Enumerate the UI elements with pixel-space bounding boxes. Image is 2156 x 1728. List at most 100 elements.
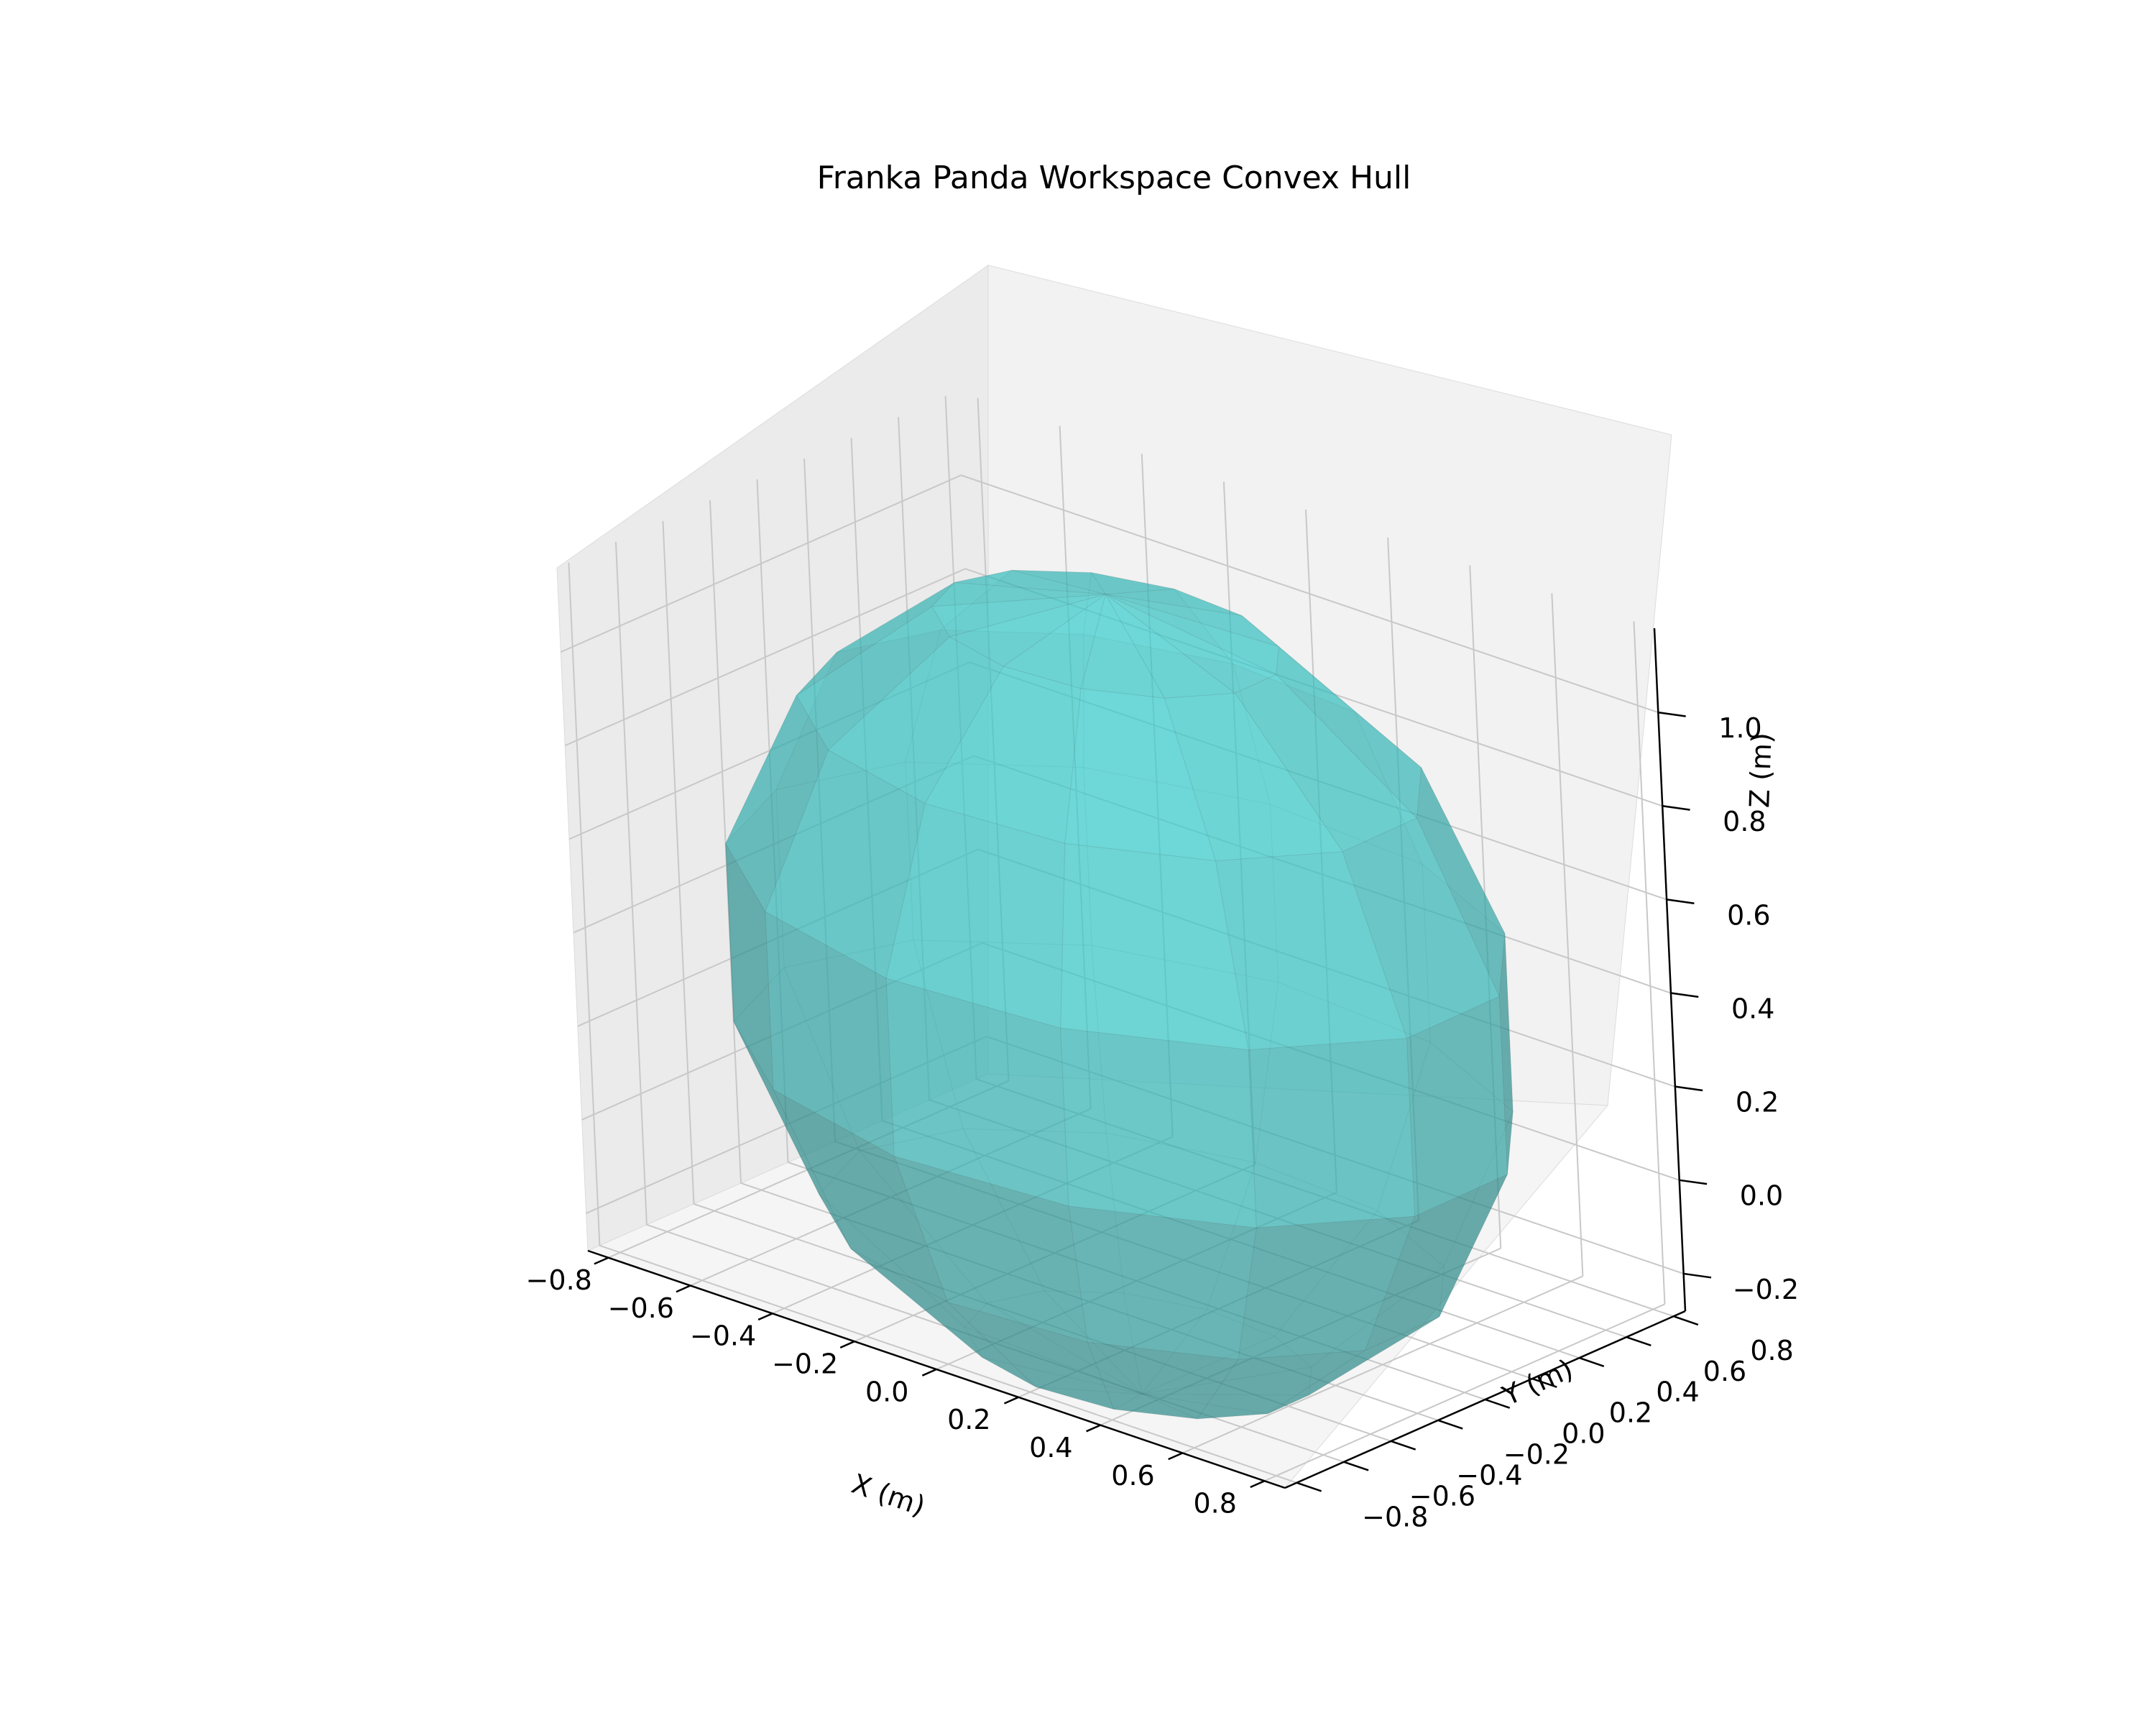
y-tick-label: −0.8 bbox=[1362, 1501, 1428, 1532]
hull-face bbox=[850, 1248, 1036, 1388]
hull-face bbox=[1036, 1387, 1143, 1410]
x-tick-label: −0.6 bbox=[608, 1292, 674, 1324]
y-tick-label: 0.4 bbox=[1656, 1377, 1699, 1408]
grid-line-z-side bbox=[586, 1036, 987, 1214]
y-tick-label: 0.8 bbox=[1750, 1335, 1793, 1366]
grid-line-x-back bbox=[1305, 509, 1337, 1193]
hull-face bbox=[1233, 663, 1423, 865]
hull-face bbox=[1141, 1366, 1312, 1396]
z-tick-mark bbox=[1683, 1272, 1712, 1279]
grid-line-y-floor bbox=[976, 1078, 1674, 1318]
hull-face bbox=[1215, 851, 1408, 1051]
hull-face bbox=[1080, 593, 1166, 699]
y-tick-mark bbox=[1626, 1336, 1651, 1347]
grid-line-y-floor bbox=[788, 1162, 1485, 1400]
hull-face bbox=[783, 939, 964, 1152]
hull-face bbox=[765, 749, 926, 979]
hull-face bbox=[1060, 1027, 1257, 1228]
hull-face bbox=[931, 582, 1106, 607]
x-tick-mark bbox=[1168, 1452, 1183, 1461]
z-tick-mark bbox=[1658, 711, 1686, 717]
y-tick-mark bbox=[1343, 1461, 1369, 1471]
hull-face bbox=[1273, 1210, 1445, 1368]
hull-face bbox=[819, 1193, 983, 1358]
z-tick-label: 0.8 bbox=[1723, 806, 1766, 837]
grid-line-y-side bbox=[568, 562, 601, 1246]
hull-face bbox=[725, 843, 774, 1090]
hull-face bbox=[858, 1128, 1046, 1304]
hull-face bbox=[1196, 1350, 1365, 1420]
grid-line-z-back bbox=[969, 661, 1667, 901]
hull-face bbox=[1044, 1290, 1143, 1396]
hull-face bbox=[1342, 817, 1500, 1039]
hull-face bbox=[1364, 1173, 1508, 1351]
hull-face bbox=[1406, 996, 1508, 1217]
grid-line-x-back bbox=[1387, 537, 1420, 1221]
grid-line-y-floor bbox=[646, 1223, 1345, 1463]
hull-face bbox=[1105, 594, 1278, 694]
hull-face bbox=[775, 629, 941, 791]
hull-face bbox=[1123, 1292, 1208, 1395]
x-tick-label: 0.0 bbox=[865, 1376, 908, 1407]
grid-line-y-side bbox=[756, 479, 789, 1163]
z-axis-line bbox=[1653, 628, 1687, 1312]
hull-face bbox=[1060, 842, 1249, 1051]
x-tick-label: 0.6 bbox=[1111, 1460, 1154, 1492]
hull-face bbox=[1238, 1215, 1416, 1360]
grid-line-x-back bbox=[1633, 621, 1666, 1305]
hull-face bbox=[772, 1088, 949, 1303]
y-tick-label: 0.2 bbox=[1609, 1397, 1652, 1429]
hull-face bbox=[1141, 1336, 1312, 1394]
grid-line-y-side bbox=[850, 438, 883, 1121]
hull-face bbox=[1083, 633, 1271, 805]
grid-line-z-back bbox=[982, 942, 1680, 1181]
hull-face bbox=[1308, 1265, 1445, 1396]
grid-line-y-side bbox=[944, 396, 977, 1080]
hull-face bbox=[1064, 688, 1217, 862]
y-tick-mark bbox=[1673, 1315, 1699, 1326]
z-tick-mark bbox=[1662, 805, 1690, 811]
grid-line-z-side bbox=[568, 661, 970, 840]
hull-face bbox=[1439, 1111, 1514, 1318]
chart-title: Franka Panda Workspace Convex Hull bbox=[817, 160, 1411, 196]
hull-face bbox=[986, 1290, 1142, 1394]
grid-line-y-floor bbox=[740, 1182, 1439, 1421]
hull-face bbox=[1105, 1132, 1256, 1310]
x-tick-mark bbox=[594, 1256, 609, 1265]
hull-face bbox=[1377, 1042, 1514, 1267]
grid-line-x-back bbox=[1469, 565, 1502, 1249]
hull-face bbox=[1267, 1316, 1440, 1415]
hull-face bbox=[1416, 766, 1506, 998]
grid-line-z-back bbox=[986, 1035, 1684, 1274]
y-tick-mark bbox=[1531, 1377, 1557, 1388]
hull-face bbox=[818, 1150, 988, 1328]
hull-face bbox=[939, 569, 1092, 635]
hull-face bbox=[1354, 712, 1506, 934]
grid-line-x-back bbox=[1141, 454, 1174, 1137]
x-tick-mark bbox=[921, 1368, 937, 1377]
hull-face bbox=[1269, 804, 1431, 1043]
z-tick-label: −0.2 bbox=[1733, 1274, 1799, 1305]
hull-face bbox=[1241, 615, 1422, 768]
hull-face bbox=[1248, 1038, 1416, 1228]
grid-line-y-side bbox=[898, 417, 931, 1100]
hull-face bbox=[1112, 1393, 1198, 1420]
y-tick-labels: −0.8 −0.6 −0.4 −0.2 0.0 0.2 0.4 0.6 0.8 bbox=[1362, 1335, 1794, 1533]
z-tick-mark bbox=[1670, 992, 1699, 998]
hull-face bbox=[947, 1302, 1115, 1410]
grid-line-z-back bbox=[960, 474, 1659, 714]
hull-face bbox=[1011, 569, 1107, 595]
hull-face bbox=[725, 789, 785, 1023]
x-tick-labels: −0.8 −0.6 −0.4 −0.2 0.0 0.2 0.4 0.6 0.8 bbox=[526, 1264, 1237, 1520]
axis-lines bbox=[587, 628, 1712, 1492]
hull-face bbox=[1255, 981, 1431, 1211]
grid-line-y-floor bbox=[882, 1120, 1580, 1359]
grid-line-z-back bbox=[973, 755, 1672, 994]
x-tick-label: −0.2 bbox=[772, 1348, 838, 1380]
x-tick-label: 0.8 bbox=[1193, 1488, 1236, 1520]
hull-face bbox=[962, 1128, 1125, 1294]
grid-line-y-floor bbox=[694, 1203, 1391, 1442]
grid-line-y-side bbox=[709, 500, 742, 1183]
hull-face bbox=[775, 761, 914, 968]
